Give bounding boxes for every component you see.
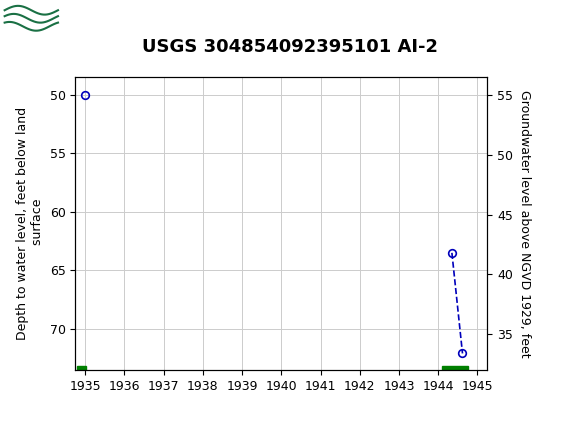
Y-axis label: Groundwater level above NGVD 1929, feet: Groundwater level above NGVD 1929, feet <box>519 90 531 357</box>
Text: USGS: USGS <box>107 9 167 28</box>
Text: USGS 304854092395101 AI-2: USGS 304854092395101 AI-2 <box>142 38 438 56</box>
Y-axis label: Depth to water level, feet below land
 surface: Depth to water level, feet below land su… <box>16 107 44 340</box>
Bar <box>77 366 86 374</box>
Legend: Period of approved data: Period of approved data <box>180 429 382 430</box>
Bar <box>442 366 467 374</box>
Bar <box>3 3 96 34</box>
